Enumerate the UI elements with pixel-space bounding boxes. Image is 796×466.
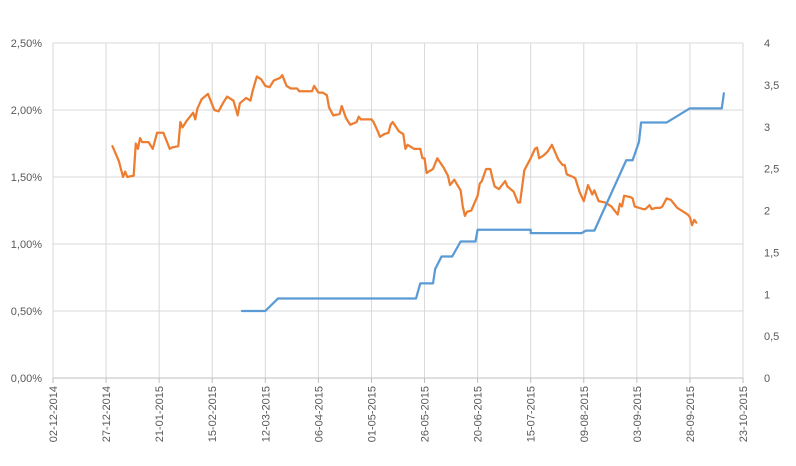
right-y-tick-label: 0,5 — [764, 331, 779, 343]
left-y-tick-label: 1,50% — [11, 172, 42, 184]
series-line-right-axis — [240, 92, 726, 313]
right-y-tick-label: 2 — [764, 206, 770, 218]
x-tick-label: 27-12-2014 — [101, 386, 113, 442]
gridlines — [52, 42, 744, 379]
x-tick-label: 12-03-2015 — [260, 386, 272, 442]
x-tick-label: 03-09-2015 — [632, 386, 644, 442]
right-y-tick-label: 2,5 — [764, 164, 779, 176]
x-tick-label: 09-08-2015 — [579, 386, 591, 442]
right-y-tick-label: 3,5 — [764, 80, 779, 92]
left-y-tick-label: 0,00% — [11, 373, 42, 385]
series-layer — [111, 74, 726, 313]
left-y-tick-label: 1,00% — [11, 239, 42, 251]
right-y-tick-label: 1 — [764, 289, 770, 301]
left-y-tick-label: 0,50% — [11, 306, 42, 318]
series-line-left-axis — [111, 74, 698, 227]
x-tick-label: 21-01-2015 — [154, 386, 166, 442]
x-tick-label: 20-06-2015 — [473, 386, 485, 442]
left-y-axis: 0,00% 0,50% 1,00% 1,50% 2,00% 2,50% — [11, 38, 42, 385]
x-tick-label: 26-05-2015 — [420, 386, 432, 442]
right-y-tick-label: 3 — [764, 122, 770, 134]
x-tick-label: 23-10-2015 — [738, 386, 750, 442]
right-y-tick-label: 0 — [764, 373, 770, 385]
right-y-tick-label: 4 — [764, 38, 770, 50]
right-y-tick-label: 1,5 — [764, 247, 779, 259]
x-axis: 02-12-2014 27-12-2014 21-01-2015 15-02-2015… — [48, 377, 750, 442]
x-tick-label: 01-05-2015 — [366, 386, 378, 442]
x-tick-label: 06-04-2015 — [313, 386, 325, 442]
right-y-axis: 0 0,5 1 1,5 2 2,5 3 3,5 4 — [764, 38, 779, 385]
left-y-tick-label: 2,00% — [11, 105, 42, 117]
x-tick-label: 15-02-2015 — [207, 386, 219, 442]
x-tick-label: 02-12-2014 — [48, 386, 60, 442]
left-y-tick-label: 2,50% — [11, 38, 42, 50]
x-tick-label: 15-07-2015 — [526, 386, 538, 442]
x-tick-label: 28-09-2015 — [685, 386, 697, 442]
